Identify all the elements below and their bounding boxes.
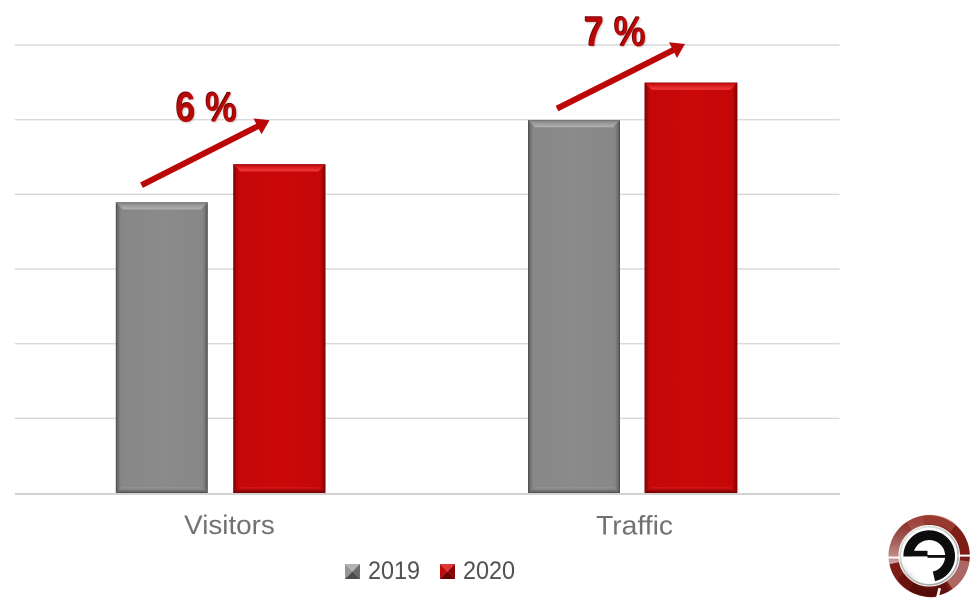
- svg-text:Traffic: Traffic: [596, 511, 673, 541]
- svg-text:Visitors: Visitors: [184, 510, 275, 540]
- svg-text:2020: 2020: [463, 557, 515, 585]
- svg-text:6 %: 6 %: [175, 82, 237, 129]
- svg-text:7 %: 7 %: [583, 7, 645, 54]
- svg-text:6 %: 6 %: [176, 83, 238, 130]
- svg-text:2019: 2019: [368, 557, 420, 585]
- svg-text:7 %: 7 %: [584, 8, 646, 55]
